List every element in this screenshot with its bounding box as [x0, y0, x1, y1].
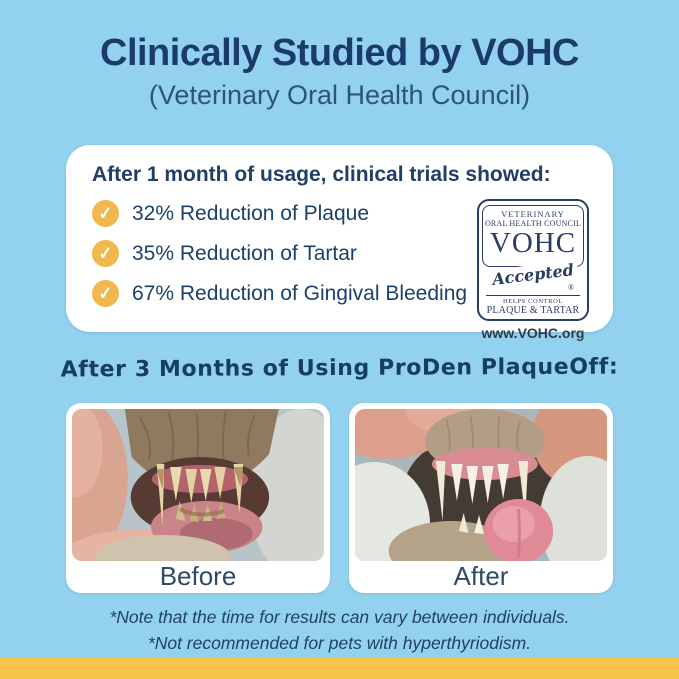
after-photo-card: After	[349, 403, 613, 593]
footnote-results-vary: *Note that the time for results can vary…	[109, 607, 570, 627]
bullet-text: 67% Reduction of Gingival Bleeding	[132, 281, 468, 305]
check-icon: ✓	[90, 278, 121, 309]
seal-acronym: VOHC	[489, 227, 577, 259]
footnotes: *Note that the time for results can vary…	[0, 606, 679, 658]
vohc-seal-inner: VETERINARY ORAL HEALTH COUNCIL VOHC	[482, 205, 584, 267]
before-photo	[72, 409, 324, 561]
vohc-seal: VETERINARY ORAL HEALTH COUNCIL VOHC Acce…	[477, 199, 589, 321]
list-item: ✓ 35% Reduction of Tartar	[90, 238, 477, 269]
check-icon: ✓	[90, 198, 121, 229]
list-item: ✓ 67% Reduction of Gingival Bleeding	[90, 278, 477, 309]
bullet-text: 32% Reduction of Plaque	[132, 201, 369, 225]
check-icon: ✓	[90, 238, 121, 269]
before-after-comparison: Before	[66, 403, 613, 593]
list-item: ✓ 32% Reduction of Plaque	[90, 198, 477, 229]
clinical-trials-card: After 1 month of usage, clinical trials …	[66, 145, 613, 341]
footnote-hyperthyroidism: *Not recommended for pets with hyperthyr…	[147, 633, 532, 653]
bullet-text: 35% Reduction of Tartar	[132, 241, 357, 265]
seal-helps-control-label: HELPS CONTROL	[503, 298, 563, 305]
vohc-seal-block: VETERINARY ORAL HEALTH COUNCIL VOHC Acce…	[477, 199, 589, 341]
seal-divider	[486, 295, 580, 296]
after-label: After	[453, 561, 509, 591]
results-headline: After 3 Months of Using ProDen PlaqueOff…	[60, 354, 619, 383]
after-photo-illustration	[355, 409, 607, 561]
before-photo-illustration	[72, 409, 324, 561]
trials-body: ✓ 32% Reduction of Plaque ✓ 35% Reductio…	[90, 197, 589, 341]
trials-bullet-list: ✓ 32% Reduction of Plaque ✓ 35% Reductio…	[90, 197, 477, 341]
page-subtitle: (Veterinary Oral Health Council)	[148, 80, 531, 110]
seal-veterinary-label: VETERINARY	[501, 209, 565, 219]
bottom-accent-bar	[0, 658, 679, 679]
page-title: Clinically Studied by VOHC	[100, 32, 579, 74]
seal-plaque-tartar-label: PLAQUE & TARTAR	[486, 305, 580, 316]
before-label: Before	[159, 561, 237, 591]
registered-mark-icon: ®	[567, 283, 574, 292]
trials-heading: After 1 month of usage, clinical trials …	[92, 163, 551, 186]
seal-council-label: ORAL HEALTH COUNCIL	[484, 219, 582, 228]
after-photo	[355, 409, 607, 561]
before-photo-card: Before	[66, 403, 330, 593]
vohc-website-text: www.VOHC.org	[481, 325, 585, 341]
